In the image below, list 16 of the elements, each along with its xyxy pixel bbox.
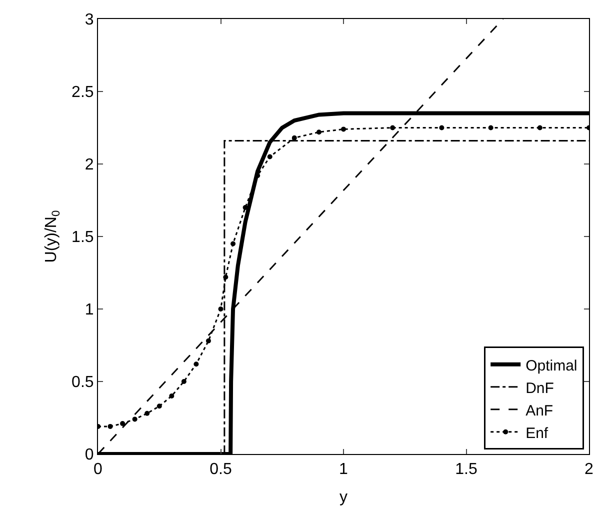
legend-label: Optimal — [526, 357, 578, 374]
y-tick-label: 3 — [84, 12, 94, 29]
y-tick-label: 1.5 — [72, 229, 94, 246]
y-tick-label: 1 — [84, 302, 94, 319]
legend-label: Enf — [526, 424, 549, 442]
legend-label: AnF — [526, 402, 554, 420]
y-tick-label: 2 — [84, 156, 94, 174]
y-tick-label: 0.5 — [72, 374, 94, 392]
y-tick-label: 0 — [84, 446, 94, 464]
x-axis-title: y — [340, 489, 348, 506]
x-tick-label: 2 — [584, 461, 594, 478]
x-tick-label: 0.5 — [210, 461, 232, 478]
y-tick-label: 2.5 — [72, 84, 94, 102]
legend-label: DnF — [526, 380, 554, 397]
x-tick-label: 1.5 — [455, 461, 478, 478]
x-tick-label: 1 — [339, 461, 348, 478]
